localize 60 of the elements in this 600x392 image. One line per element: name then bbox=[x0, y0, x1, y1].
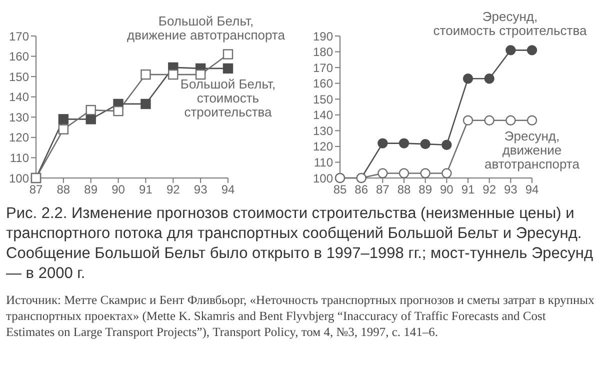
y-tick-label: 130 bbox=[312, 124, 334, 138]
point bbox=[140, 69, 151, 80]
x-tick-label: 94 bbox=[525, 182, 539, 197]
x-tick-label: 88 bbox=[397, 182, 411, 197]
y-tick-label: 190 bbox=[312, 29, 334, 44]
y-tick-label: 170 bbox=[8, 29, 30, 44]
x-tick-label: 87 bbox=[376, 182, 390, 197]
y-tick-label: 120 bbox=[8, 130, 30, 145]
x-tick-label: 90 bbox=[112, 182, 126, 197]
y-tick-label: 120 bbox=[312, 140, 334, 154]
x-tick-label: 85 bbox=[333, 182, 347, 197]
y-tick-label: 110 bbox=[10, 150, 30, 165]
y-tick-label: 160 bbox=[8, 50, 30, 64]
y-tick-label: 140 bbox=[8, 90, 30, 104]
x-tick-label: 91 bbox=[139, 182, 153, 197]
x-tick-label: 92 bbox=[166, 182, 180, 197]
x-tick-label: 92 bbox=[482, 182, 496, 197]
y-tick-label: 130 bbox=[8, 110, 30, 124]
point bbox=[113, 106, 124, 116]
point bbox=[526, 45, 538, 56]
point bbox=[140, 98, 151, 110]
y-tick-label: 160 bbox=[312, 76, 334, 91]
series-label: Эресунд, движение автотранспорта bbox=[484, 128, 580, 172]
x-tick-label: 89 bbox=[84, 182, 98, 197]
x-tick-label: 93 bbox=[194, 182, 208, 197]
point bbox=[442, 140, 452, 150]
text: Источник: Метте Скамрис и Бент Фливбьорг, «Неточность транспортных прогнозов и сметы затрат в крупных транспортных проектах» (Mette K. Skamris and Bent Flyvbjerg “Inaccuracy of Traffic Forecasts and Cost Estimates on Large Transport Projects”), Transport Policy, том 4, №3, 1997, с. 141–6. bbox=[6, 292, 596, 340]
point bbox=[222, 49, 234, 60]
point bbox=[86, 114, 96, 124]
series-label: Эресунд, стоимость строительства bbox=[433, 9, 588, 38]
point bbox=[420, 138, 430, 150]
point bbox=[222, 63, 234, 74]
y-tick-label: 180 bbox=[312, 45, 334, 60]
x-tick-label: 91 bbox=[461, 182, 475, 197]
point bbox=[462, 74, 474, 84]
y-tick-label: 100 bbox=[312, 171, 334, 186]
text: Большой Бельт, движение автотранспорта bbox=[127, 13, 286, 42]
y-tick-label: 110 bbox=[314, 155, 334, 170]
y-tick-label: 170 bbox=[312, 60, 334, 75]
text: Рис. 2.2. Изменение прогнозов стоимости строительства (неизменные цены) и транспортного потока для транспортных сообщений Большой Бельт и Эресунд. Сообщение Большой Бельт было открыто в 1997–1998 гг.; мост-туннель Эресунд — в 2000 г. bbox=[6, 204, 594, 284]
series-label: Большой Бельт, стоимость строительства bbox=[180, 76, 276, 120]
x-tick-label: 88 bbox=[56, 182, 70, 197]
x-tick-label: 87 bbox=[29, 182, 43, 197]
x-tick-label: 89 bbox=[418, 182, 432, 197]
y-tick-label: 150 bbox=[8, 70, 30, 84]
point bbox=[58, 124, 69, 134]
y-tick-label: 140 bbox=[312, 108, 334, 122]
y-tick-label: 100 bbox=[8, 171, 30, 186]
point bbox=[58, 114, 69, 124]
y-tick-label: 150 bbox=[312, 92, 334, 106]
x-tick-label: 86 bbox=[354, 182, 368, 197]
point bbox=[506, 45, 516, 56]
point bbox=[378, 138, 388, 148]
x-tick-label: 94 bbox=[221, 182, 235, 197]
point bbox=[398, 138, 410, 148]
point bbox=[484, 74, 494, 84]
x-tick-label: 90 bbox=[440, 182, 454, 197]
x-tick-label: 93 bbox=[504, 182, 518, 197]
point bbox=[168, 69, 178, 80]
point bbox=[86, 104, 96, 116]
